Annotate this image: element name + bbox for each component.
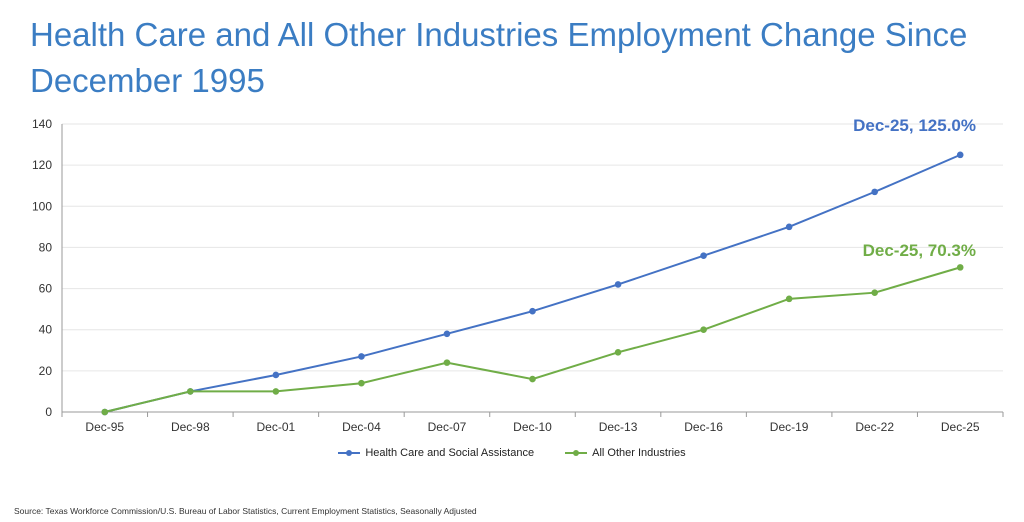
data-point-other-industries: [443, 359, 451, 366]
data-point-other-industries: [187, 388, 194, 395]
x-tick-label: Dec-22: [855, 420, 894, 434]
data-point-other-industries: [272, 388, 280, 395]
y-tick-label: 140: [32, 117, 52, 131]
x-tick-label: Dec-16: [684, 420, 723, 434]
line-chart: 0 20 40 60 80 100 120 140 Dec-95 Dec-98 Dec-01 Dec-…: [32, 116, 1004, 434]
data-point-health-care: [956, 151, 964, 159]
y-tick-label: 120: [32, 158, 52, 172]
x-tick-label: Dec-13: [599, 420, 638, 434]
data-point-other-industries: [700, 326, 707, 334]
x-tick-label: Dec-25: [941, 420, 980, 434]
y-tick-label: 80: [39, 240, 53, 254]
legend-item-health-care: Health Care and Social Assistance: [338, 447, 534, 459]
chart-title: Health Care and All Other Industries Emp…: [30, 16, 968, 99]
x-tick-label: Dec-98: [171, 420, 210, 434]
y-tick-label: 60: [39, 282, 53, 296]
source-note: Source: Texas Workforce Commission/U.S. …: [14, 506, 477, 516]
legend-item-other-industries: All Other Industries: [565, 447, 686, 459]
series-line-other-industries: [104, 266, 961, 413]
data-point-health-care: [272, 371, 280, 379]
data-point-other-industries: [614, 349, 622, 356]
y-tick-label: 0: [45, 405, 52, 419]
legend-swatch-other-industries: [565, 450, 588, 456]
x-tick-label: Dec-01: [257, 420, 296, 434]
data-point-health-care: [529, 307, 536, 315]
data-point-health-care: [443, 330, 451, 338]
series-line-health-care: [104, 153, 961, 413]
data-point-other-industries: [871, 289, 878, 296]
y-tick-label: 40: [39, 323, 53, 337]
data-point-other-industries: [358, 379, 365, 387]
x-tick-label: Dec-10: [513, 420, 552, 434]
y-tick-label: 20: [39, 364, 53, 378]
annotation-other-industries: Dec-25, 70.3%: [863, 241, 976, 260]
x-tick-label: Dec-95: [85, 420, 124, 434]
data-point-health-care: [358, 353, 365, 360]
data-point-health-care: [614, 281, 622, 288]
data-point-other-industries: [101, 408, 109, 416]
data-point-other-industries: [785, 295, 793, 303]
x-tick-label: Dec-07: [428, 420, 467, 434]
data-point-health-care: [700, 252, 707, 259]
x-tick-label: Dec-19: [770, 420, 809, 434]
legend: Health Care and Social Assistance All Ot…: [0, 445, 1024, 459]
legend-label-other-industries: All Other Industries: [592, 447, 686, 459]
x-tick-label: Dec-04: [342, 420, 381, 434]
legend-label-health-care: Health Care and Social Assistance: [365, 447, 535, 459]
y-tick-label: 100: [32, 199, 52, 213]
data-point-health-care: [871, 188, 878, 196]
data-point-other-industries: [529, 375, 536, 383]
data-point-other-industries: [956, 264, 964, 271]
legend-swatch-health-care: [338, 450, 361, 456]
annotation-health-care: Dec-25, 125.0%: [853, 116, 976, 135]
data-point-health-care: [785, 223, 793, 231]
